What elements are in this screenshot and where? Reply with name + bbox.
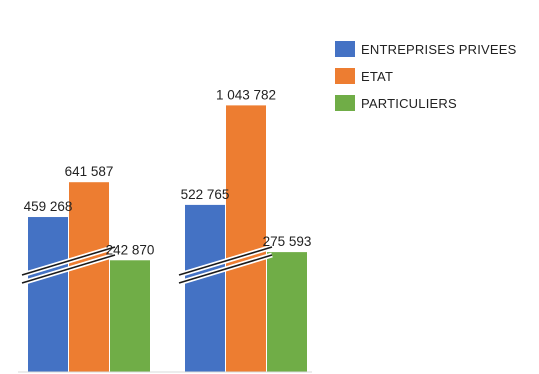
legend-item-particuliers: PARTICULIERS [335,94,517,112]
data-label-particuliers-2: 275 593 [263,234,312,249]
legend-label: PARTICULIERS [361,95,457,111]
legend-swatch-particuliers [335,95,355,111]
axis-break-line-1-1 [21,246,116,276]
bar-etat-2 [226,105,266,372]
legend: ENTREPRISES PRIVEES ETAT PARTICULIERS [335,40,517,121]
legend-label: ETAT [361,68,394,84]
bar-particuliers-1 [110,260,150,372]
bar-entreprises-privees-1 [28,217,68,372]
bar-particuliers-2 [267,252,307,372]
axis-break-line-2-1 [178,246,273,276]
data-label-entreprises-privees-1: 459 268 [24,199,73,214]
bar-entreprises-privees-2 [185,204,225,372]
axis-break-line-2-2 [178,254,273,284]
data-label-etat-2: 1 043 782 [216,87,276,102]
data-label-etat-1: 641 587 [65,164,114,179]
bar-etat-1 [69,182,109,372]
legend-swatch-etat [335,68,355,84]
legend-label: ENTREPRISES PRIVEES [361,41,517,57]
data-label-particuliers-1: 242 870 [106,242,155,257]
axis-break-marks [21,244,273,286]
legend-swatch-entreprises-privees [335,41,355,57]
legend-item-entreprises-privees: ENTREPRISES PRIVEES [335,40,517,58]
data-labels-group: 459 268 641 587 242 870 522 765 1 043 782 275… [24,87,312,257]
axis-break-line-1-2 [21,254,116,284]
bars-group [28,105,307,372]
data-label-entreprises-privees-2: 522 765 [181,187,230,202]
legend-item-etat: ETAT [335,67,517,85]
